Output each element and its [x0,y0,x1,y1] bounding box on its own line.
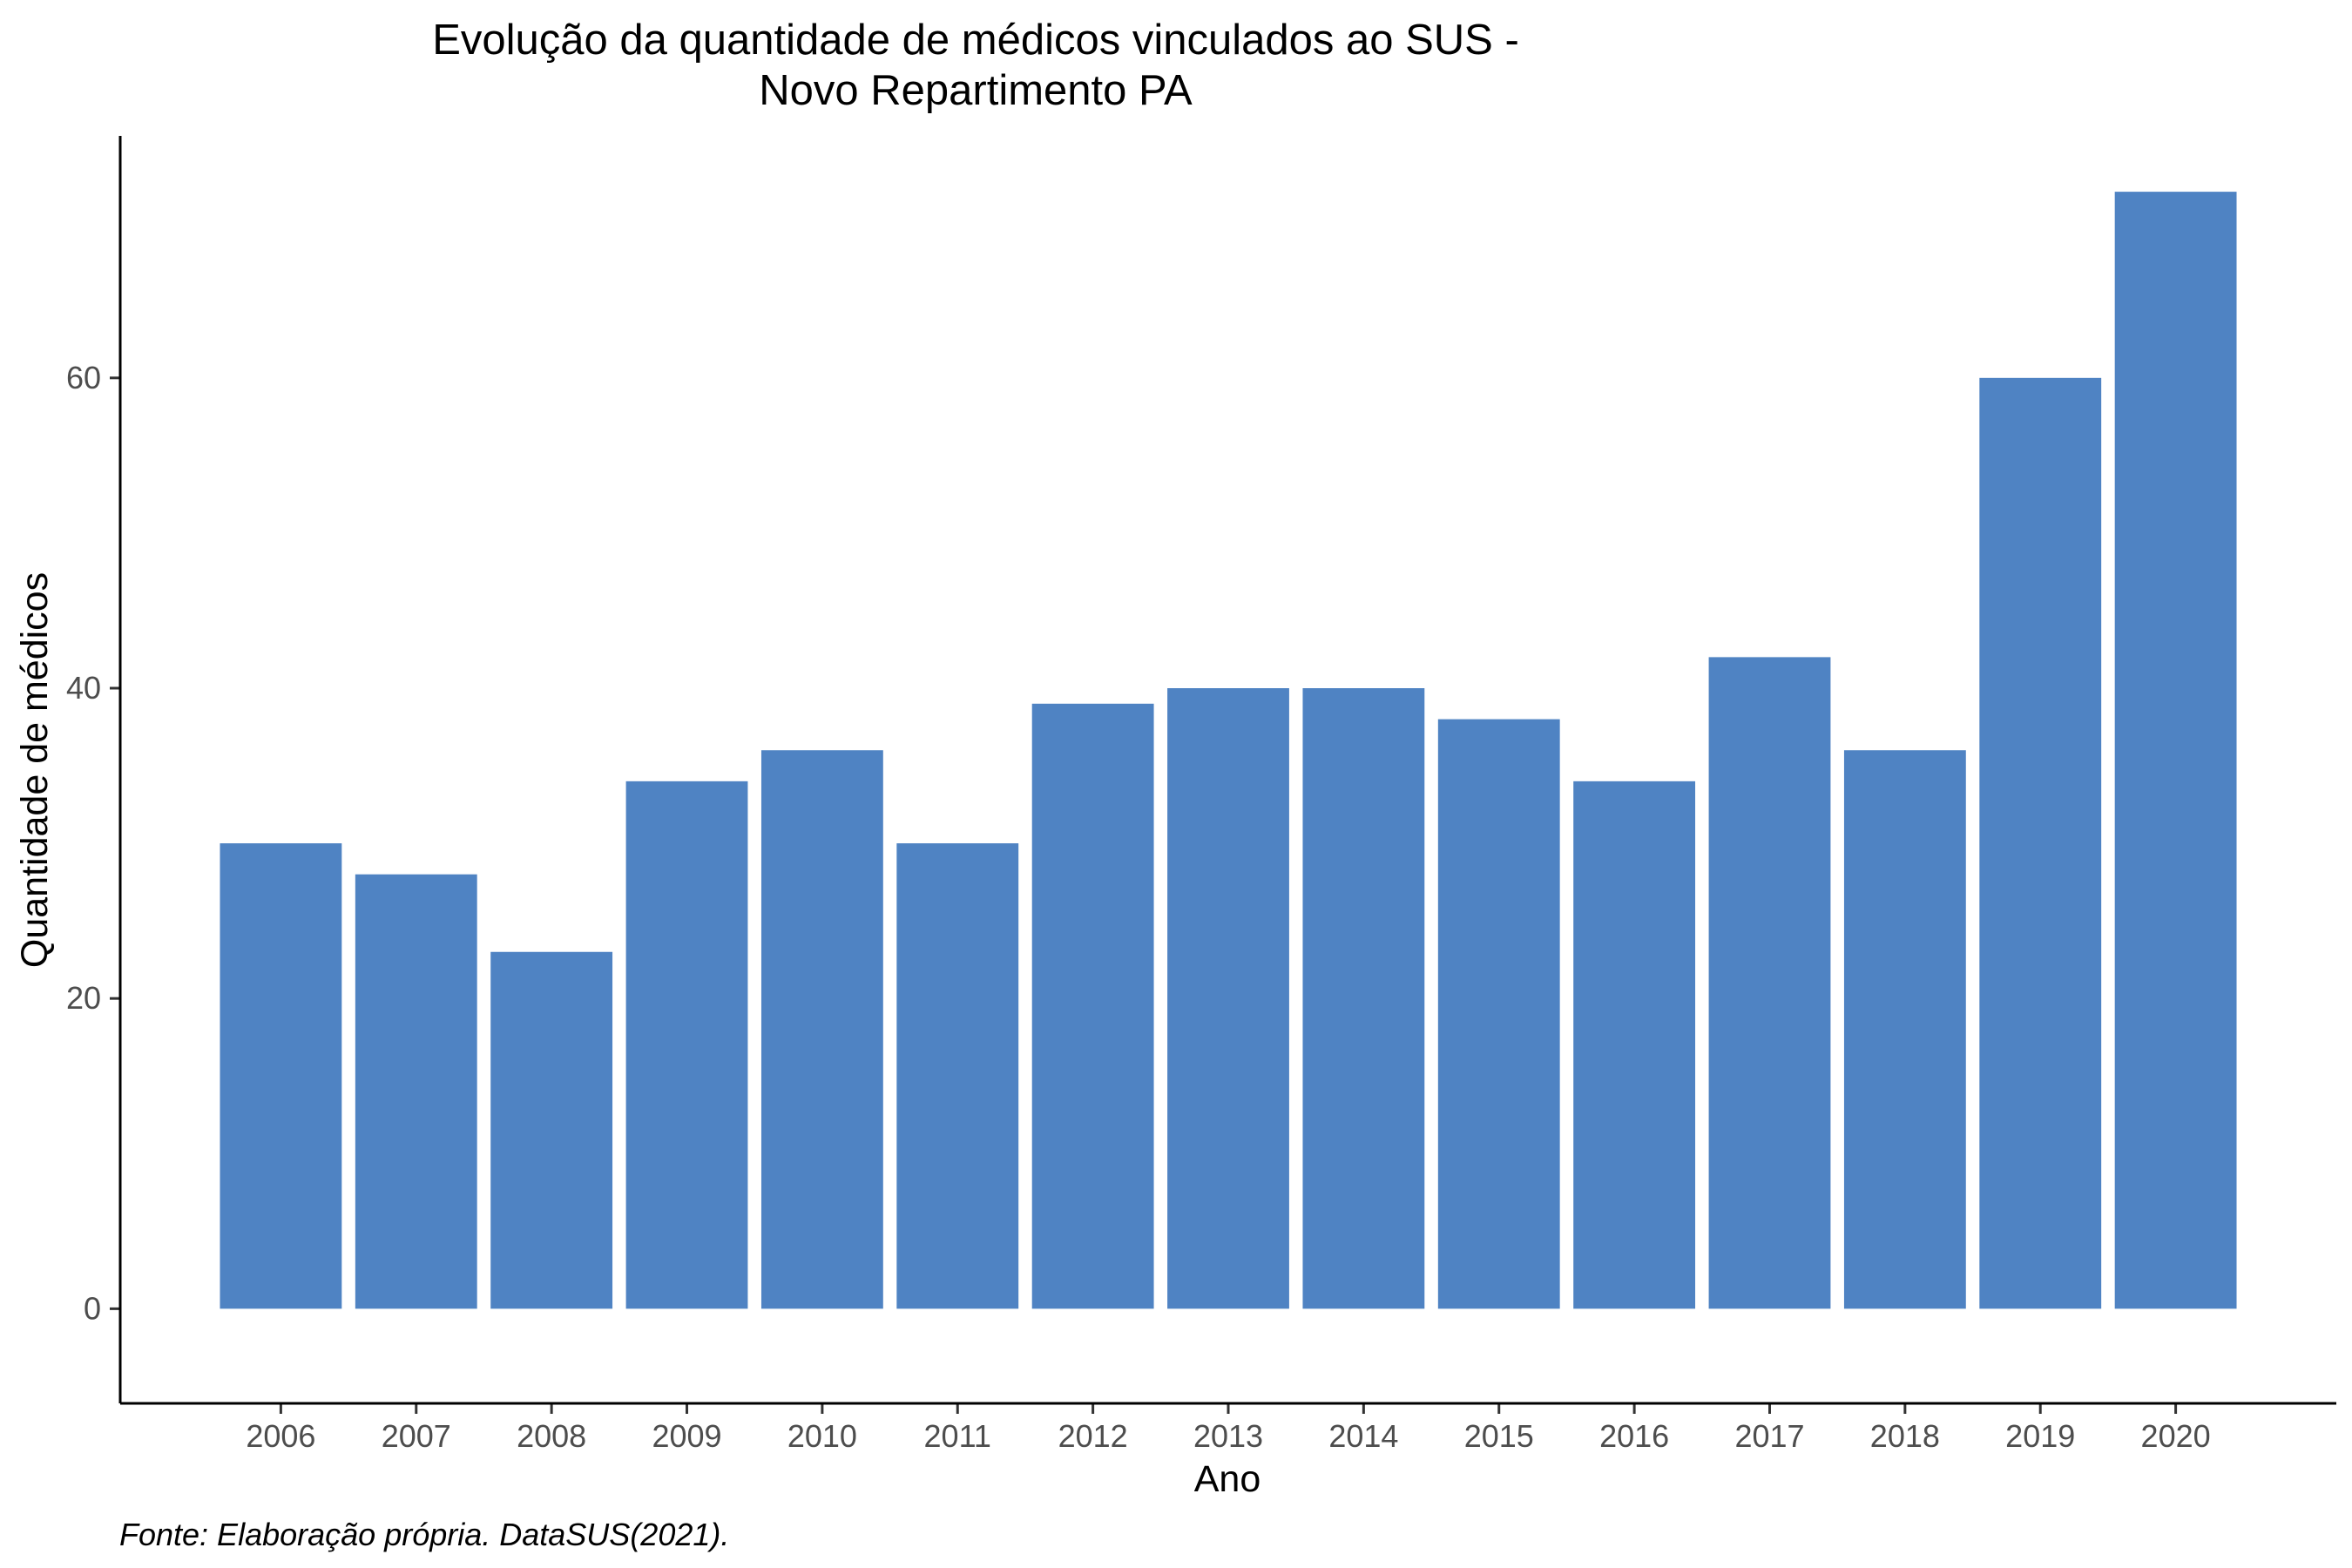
bar-2013 [1167,688,1289,1309]
bar-2006 [220,843,342,1309]
x-axis-ticks: 2006 2007 2008 2009 2010 2011 2012 2013 2014 2015… [246,1403,2211,1454]
bar-2015 [1437,719,1560,1309]
x-tick-label-2013: 2013 [1193,1418,1263,1454]
bar-2018 [1843,750,1966,1309]
x-tick-label-2012: 2012 [1058,1418,1128,1454]
x-tick-label-2006: 2006 [246,1418,315,1454]
x-tick-label-2015: 2015 [1464,1418,1534,1454]
bars-group [220,192,2237,1309]
chart-title-line-1: Evolução da quantidade de médicos vincul… [432,17,1519,64]
bar-2020 [2114,192,2237,1309]
x-tick-label-2016: 2016 [1599,1418,1669,1454]
y-tick-label-0: 0 [84,1290,101,1326]
bar-2011 [896,843,1019,1309]
y-axis-ticks: 0 20 40 60 [66,360,120,1326]
x-tick-label-2017: 2017 [1734,1418,1804,1454]
y-tick-label-40: 40 [66,670,101,706]
y-tick-label-20: 20 [66,980,101,1016]
x-axis-title: Ano [1194,1458,1261,1500]
x-tick-label-2007: 2007 [382,1418,451,1454]
bar-2017 [1708,657,1831,1309]
y-tick-label-60: 60 [66,360,101,395]
y-axis-title: Quantidade de médicos [14,572,56,968]
bar-2016 [1573,781,1696,1309]
bar-2010 [760,750,883,1309]
x-tick-label-2014: 2014 [1328,1418,1398,1454]
x-tick-label-2009: 2009 [652,1418,721,1454]
x-tick-label-2018: 2018 [1870,1418,1940,1454]
bar-2007 [355,874,477,1309]
x-tick-label-2008: 2008 [517,1418,586,1454]
x-tick-label-2010: 2010 [787,1418,857,1454]
bar-2014 [1302,688,1425,1309]
x-tick-label-2011: 2011 [924,1418,991,1454]
chart-caption: Fonte: Elaboração própria. DataSUS(2021)… [119,1517,729,1552]
x-tick-label-2020: 2020 [2141,1418,2211,1454]
x-tick-label-2019: 2019 [2005,1418,2075,1454]
bar-2008 [490,951,613,1309]
bar-2009 [625,781,748,1309]
chart-title-line-2: Novo Repartimento PA [759,67,1193,114]
bar-2012 [1031,703,1154,1309]
bar-2019 [1979,377,2102,1309]
